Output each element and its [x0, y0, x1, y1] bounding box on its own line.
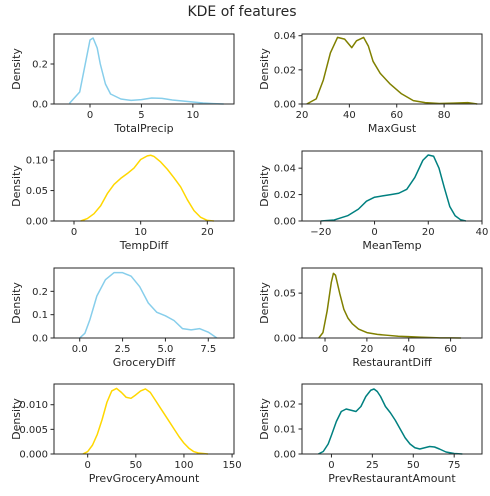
x-tick-label: 20: [422, 227, 435, 238]
x-axis-label: RestaurantDiff: [352, 356, 432, 369]
kde-line-MeanTemp: [320, 154, 467, 222]
x-tick-label: 20: [296, 110, 309, 121]
x-tick-label: 0: [322, 344, 328, 355]
y-tick-label: 0.00: [274, 217, 296, 228]
kde-line-PrevRestaurantAmount: [318, 388, 463, 455]
y-tick-label: 0.05: [274, 289, 296, 300]
y-axis-label: Density: [10, 48, 23, 90]
kde-line-MaxGust: [306, 36, 478, 105]
x-tick-label: 50: [407, 460, 420, 471]
x-tick-label: 40: [476, 227, 489, 238]
x-tick-label: 0: [71, 227, 77, 238]
x-tick-label: 0: [87, 110, 93, 121]
x-axis-label: PrevRestaurantAmount: [328, 472, 456, 485]
kde-line-TotalPrecip: [68, 37, 224, 105]
x-axis-label: MaxGust: [368, 122, 417, 135]
x-tick-label: 0: [371, 227, 377, 238]
kde-line-GroceryDiff: [79, 271, 218, 339]
axes-frame: [301, 267, 483, 339]
x-tick-label: 0: [328, 460, 334, 471]
x-tick-label: 5: [138, 110, 144, 121]
x-tick-label: 0: [85, 460, 91, 471]
x-axis-label: MeanTemp: [362, 239, 421, 252]
x-axis-label: TotalPrecip: [113, 122, 173, 135]
y-axis-label: Density: [258, 282, 271, 324]
y-tick-label: 0.2: [32, 60, 48, 71]
y-tick-label: 0.01: [274, 425, 296, 436]
x-axis-label: TempDiff: [119, 239, 169, 252]
y-tick-label: 0.0: [32, 100, 48, 111]
x-tick-label: 150: [223, 460, 242, 471]
y-tick-label: 0.00: [274, 100, 296, 111]
y-tick-label: 0.02: [274, 190, 296, 201]
x-tick-label: 10: [186, 110, 199, 121]
kde-panel-RestaurantDiff: 0 20 40 60 0.00 0.05 RestaurantDiff Density: [258, 267, 483, 369]
y-axis-label: Density: [258, 398, 271, 440]
axes-frame: [53, 150, 235, 222]
kde-line-PrevGroceryAmount: [82, 387, 209, 455]
y-tick-label: 0.00: [274, 334, 296, 345]
figure-title: KDE of features: [187, 4, 296, 20]
x-tick-label: 40: [402, 344, 415, 355]
axes-frame: [301, 383, 483, 455]
axes-frame: [53, 267, 235, 339]
x-axis-label: PrevGroceryAmount: [89, 472, 200, 485]
y-axis-label: Density: [10, 165, 23, 207]
y-tick-label: 0.010: [19, 400, 48, 411]
y-tick-label: 0.2: [32, 287, 48, 298]
y-tick-label: 0.00: [26, 217, 48, 228]
kde-panel-TempDiff: 0 10 20 0.00 0.05 0.10 TempDiff Density: [10, 150, 235, 252]
x-tick-label: 25: [366, 460, 379, 471]
x-tick-label: 100: [174, 460, 193, 471]
kde-panel-PrevGroceryAmount: 0 50 100 150 0.000 0.005 0.010 PrevGroceryAmoun…: [10, 383, 242, 485]
y-tick-label: 0.0: [32, 334, 48, 345]
y-tick-label: 0.02: [274, 65, 296, 76]
y-axis-label: Density: [10, 398, 23, 440]
kde-panel-MaxGust: 20 40 60 80 0.00 0.02 0.04 MaxGust Density: [258, 31, 483, 135]
kde-panel-TotalPrecip: 0 5 10 0.0 0.2 TotalPrecip Density: [10, 33, 235, 135]
x-tick-label: 7.5: [200, 344, 216, 355]
axes-frame: [53, 383, 235, 455]
x-tick-label: 20: [361, 344, 374, 355]
x-tick-label: 60: [390, 110, 403, 121]
x-tick-label: −20: [310, 227, 331, 238]
kde-line-TempDiff: [80, 154, 215, 222]
kde-line-RestaurantDiff: [318, 272, 462, 339]
axes-frame: [53, 33, 235, 105]
x-tick-label: 80: [438, 110, 451, 121]
y-tick-label: 0.00: [274, 450, 296, 461]
kde-panel-MeanTemp: −20 0 20 40 0.00 0.02 0.04 MeanTemp Density: [258, 150, 489, 252]
x-tick-label: 20: [201, 227, 214, 238]
y-axis-label: Density: [258, 165, 271, 207]
axes-frame: [301, 150, 483, 222]
y-axis-label: Density: [10, 282, 23, 324]
y-tick-label: 0.000: [19, 450, 48, 461]
y-tick-label: 0.04: [274, 164, 296, 175]
x-tick-label: 40: [343, 110, 356, 121]
kde-panel-GroceryDiff: 0.0 2.5 5.0 7.5 0.0 0.1 0.2 GroceryDiff Density: [10, 267, 235, 369]
axes-frame: [301, 33, 483, 105]
x-tick-label: 60: [444, 344, 457, 355]
y-tick-label: 0.04: [274, 31, 296, 42]
x-tick-label: 10: [134, 227, 147, 238]
y-tick-label: 0.1: [32, 310, 48, 321]
y-axis-label: Density: [258, 48, 271, 90]
x-tick-label: 50: [129, 460, 142, 471]
x-tick-label: 75: [448, 460, 461, 471]
y-tick-label: 0.05: [26, 186, 48, 197]
y-tick-label: 0.005: [19, 425, 48, 436]
kde-panel-PrevRestaurantAmount: 0 25 50 75 0.00 0.01 0.02 PrevRestaurantAmount D…: [258, 383, 483, 485]
x-axis-label: GroceryDiff: [113, 356, 176, 369]
y-tick-label: 0.02: [274, 400, 296, 411]
x-tick-label: 5.0: [157, 344, 173, 355]
y-tick-label: 0.10: [26, 156, 48, 167]
x-tick-label: 0.0: [72, 344, 88, 355]
x-tick-label: 2.5: [115, 344, 131, 355]
